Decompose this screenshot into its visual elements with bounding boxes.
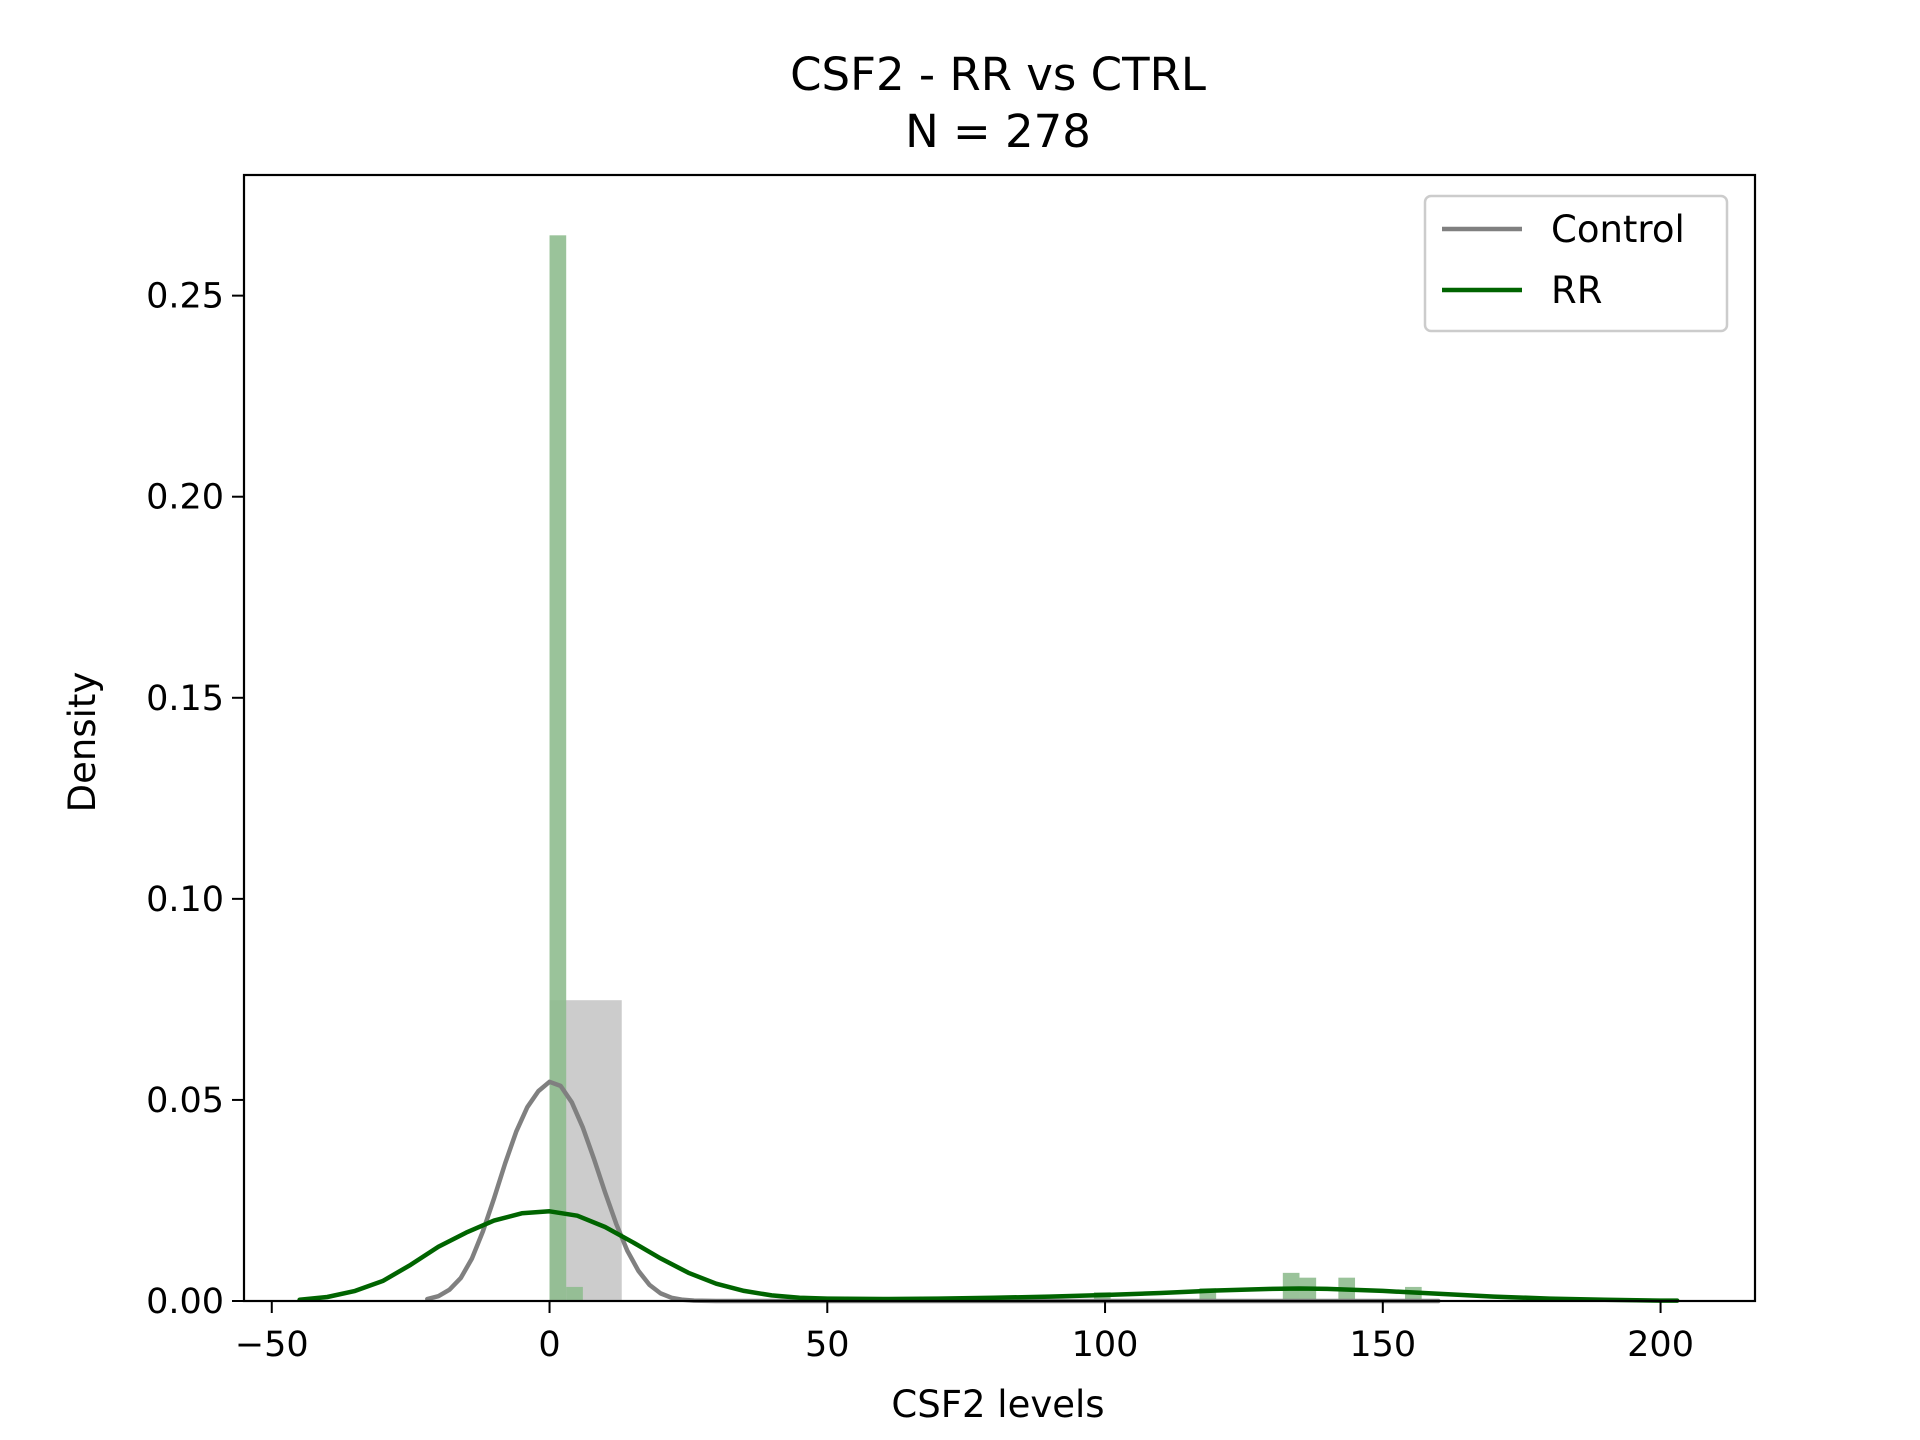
axes: −50 0 50 100 150 200 0.00 0.05 0.10 0.15 0.20 0.25 <box>146 173 1757 1365</box>
y-tick-label: 0.25 <box>146 277 224 317</box>
kde-line-rr <box>297 1209 1680 1303</box>
hist-bar-rr-1 <box>566 1286 583 1301</box>
x-tick-label: −50 <box>235 1325 309 1365</box>
x-tick-label: 50 <box>805 1325 850 1365</box>
chart-subtitle: N = 278 <box>905 105 1091 158</box>
plot-area <box>297 235 1680 1304</box>
x-tick-label: 100 <box>1072 1325 1139 1365</box>
x-tick-label: 0 <box>538 1325 560 1365</box>
legend-label-rr: RR <box>1551 269 1602 312</box>
hist-bar-rr-0 <box>549 235 567 1302</box>
x-tick-label: 150 <box>1349 1325 1416 1365</box>
legend-label-control: Control <box>1551 208 1685 251</box>
y-tick-label: 0.10 <box>146 880 224 920</box>
legend: Control RR <box>1423 194 1729 333</box>
chart-title: CSF2 - RR vs CTRL <box>790 48 1206 101</box>
histogram-layer <box>549 235 1422 1302</box>
y-tick-label: 0.20 <box>146 478 224 518</box>
x-tick-label: 200 <box>1627 1325 1694 1365</box>
y-tick-label: 0.05 <box>146 1081 224 1121</box>
y-tick-label: 0.15 <box>146 679 224 719</box>
x-axis-label: CSF2 levels <box>891 1383 1104 1426</box>
y-axis-label: Density <box>61 672 104 813</box>
y-tick-label: 0.00 <box>146 1282 224 1322</box>
plot-frame <box>242 173 1757 1303</box>
